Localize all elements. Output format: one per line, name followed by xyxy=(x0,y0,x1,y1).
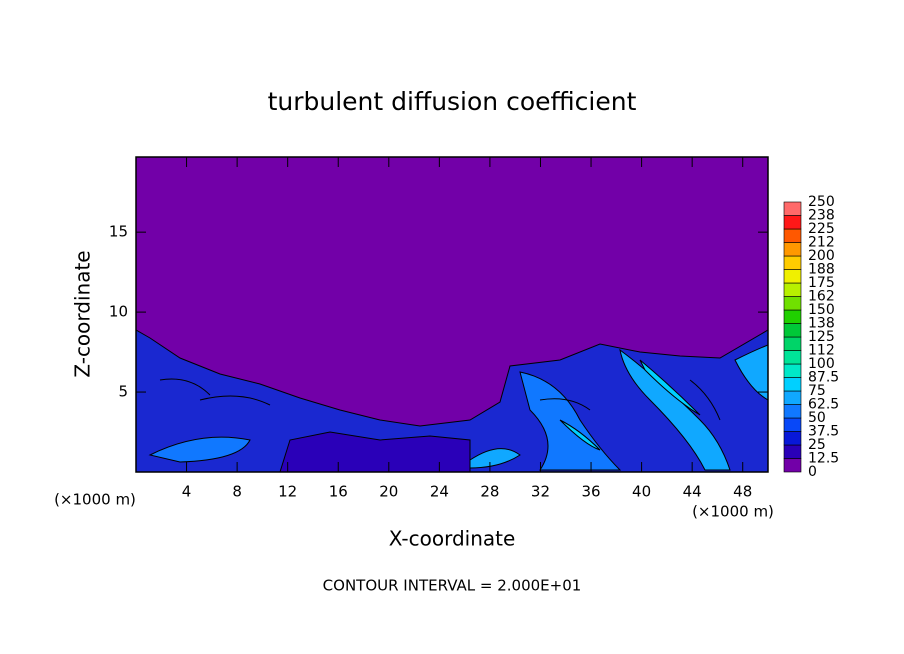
field xyxy=(135,157,769,473)
colorbar-label: 225 xyxy=(808,221,835,237)
field-region xyxy=(469,448,521,469)
colorbar-box xyxy=(783,282,802,297)
colorbar-label: 212 xyxy=(808,235,835,251)
colorbar-box xyxy=(783,363,802,378)
colorbar-label: 125 xyxy=(808,329,835,345)
contour-line xyxy=(159,378,721,421)
colorbar-label: 87.5 xyxy=(808,370,839,386)
plot-frame xyxy=(135,156,769,473)
colorbar-box xyxy=(783,350,802,365)
x-tick-label: 48 xyxy=(733,483,752,501)
field-region xyxy=(639,359,701,416)
colorbar-label: 188 xyxy=(808,262,835,278)
colorbar-box xyxy=(783,255,802,270)
x-tick-label: 40 xyxy=(632,483,651,501)
colorbar-box xyxy=(783,215,802,230)
colorbar-box xyxy=(783,458,802,473)
colorbar-label: 62.5 xyxy=(808,397,839,413)
x-unit-label: (×1000 m) xyxy=(54,491,136,509)
colorbar-label: 37.5 xyxy=(808,424,839,440)
x-tick-label: 4 xyxy=(182,483,192,501)
chart-title: turbulent diffusion coefficient xyxy=(268,87,637,116)
colorbar-label: 250 xyxy=(808,194,835,210)
x-tick-label: 12 xyxy=(278,483,297,501)
x-axis-label: X-coordinate xyxy=(389,527,516,551)
annotation: CONTOUR INTERVAL = 2.000E+01 xyxy=(323,577,582,595)
x-tick-label: 16 xyxy=(329,483,348,501)
colorbar-box xyxy=(783,228,802,243)
colorbar-box xyxy=(783,417,802,432)
y-tick-label: 10 xyxy=(109,303,128,321)
colorbar-box xyxy=(783,323,802,338)
colorbar-box xyxy=(783,201,802,216)
colorbar-label: 100 xyxy=(808,356,835,372)
colorbar-label: 150 xyxy=(808,302,835,318)
field-region xyxy=(135,329,769,473)
y-tick-label: 15 xyxy=(109,223,128,241)
colorbar-label: 75 xyxy=(808,383,826,399)
colorbar-box xyxy=(783,336,802,351)
colorbar-label: 162 xyxy=(808,289,835,305)
colorbar-label: 0 xyxy=(808,464,817,480)
colorbar-label: 25 xyxy=(808,437,826,453)
colorbar-label: 112 xyxy=(808,343,835,359)
y-tick-label: 5 xyxy=(118,383,128,401)
colorbar-box xyxy=(783,309,802,324)
colorbar-box xyxy=(783,431,802,446)
colorbar-label: 138 xyxy=(808,316,835,332)
colorbar-box xyxy=(783,444,802,459)
x-tick-label: 28 xyxy=(480,483,499,501)
colorbar-box xyxy=(783,404,802,419)
x-tick-label: 20 xyxy=(379,483,398,501)
x-tick-label: 8 xyxy=(232,483,242,501)
colorbar-label: 200 xyxy=(808,248,835,264)
y-axis-label: Z-coordinate xyxy=(71,250,95,377)
x-tick-label: 32 xyxy=(531,483,550,501)
colorbar-box xyxy=(783,269,802,284)
x-tick-label: 24 xyxy=(430,483,449,501)
x-tick-label: 36 xyxy=(581,483,600,501)
colorbar-label: 238 xyxy=(808,208,835,224)
x-unit-label: (×1000 m) xyxy=(692,503,774,521)
colorbar-label: 12.5 xyxy=(808,451,839,467)
x-tick-label: 44 xyxy=(683,483,702,501)
colorbar-box xyxy=(783,296,802,311)
colorbar-label: 175 xyxy=(808,275,835,291)
colorbar-box xyxy=(783,377,802,392)
field-region xyxy=(559,419,601,451)
colorbar-box xyxy=(783,390,802,405)
field-region xyxy=(148,436,251,463)
colorbar-box xyxy=(783,242,802,257)
colorbar-label: 50 xyxy=(808,410,826,426)
